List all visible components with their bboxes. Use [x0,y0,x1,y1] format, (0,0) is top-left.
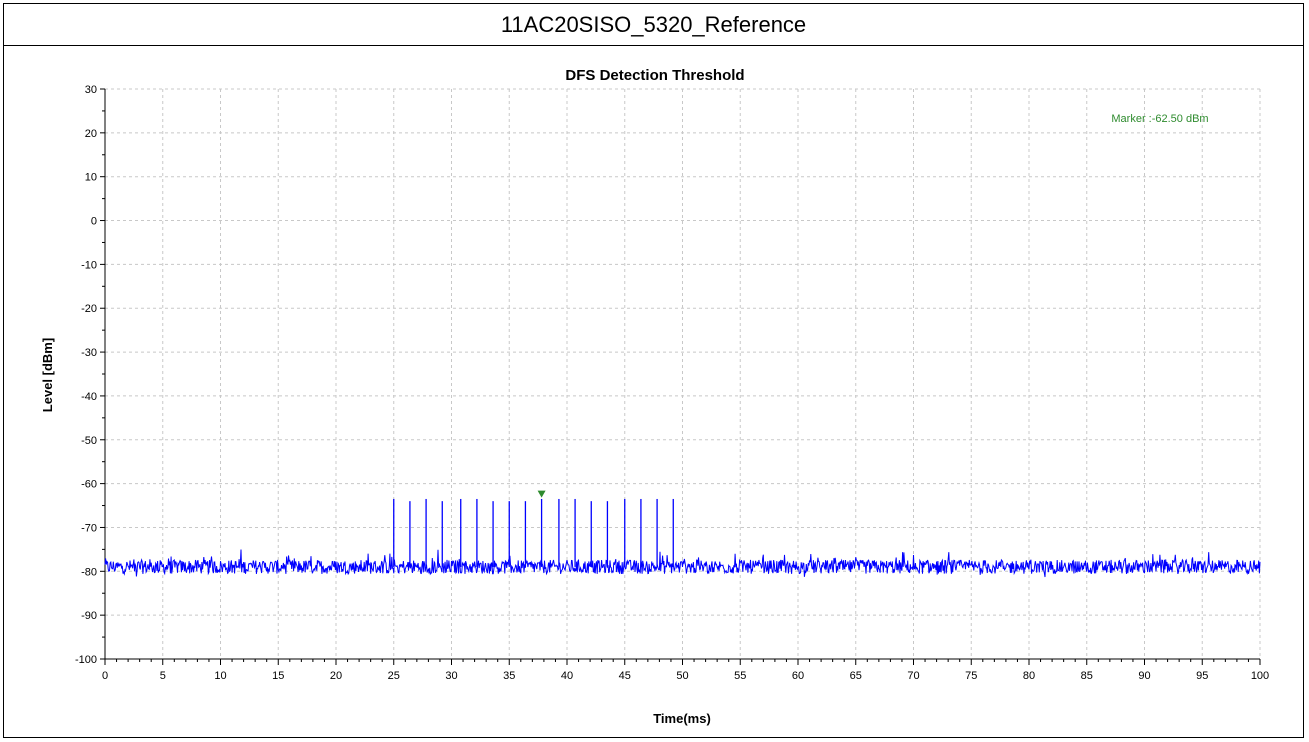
y-tick-label: 0 [91,216,97,228]
x-tick-label: 10 [214,670,226,682]
x-axis-ticks: 0 5 10 15 20 25 30 35 40 45 50 55 60 65 70 75 80 85 90 95 10… [102,659,1269,682]
y-tick-label: 30 [85,84,97,96]
y-tick-label: -60 [81,479,97,491]
y-tick-label: -10 [81,259,97,271]
x-tick-label: 0 [102,670,108,682]
y-tick-label: -70 [81,522,97,534]
y-tick-label: 10 [85,172,97,184]
x-tick-label: 15 [272,670,284,682]
x-tick-label: 70 [907,670,919,682]
page-title: 11AC20SISO_5320_Reference [4,4,1303,46]
x-tick-label: 90 [1138,670,1150,682]
marker-label: Marker :-62.50 dBm [1111,113,1208,125]
grid [105,88,1261,659]
y-tick-label: -90 [81,610,97,622]
x-tick-label: 80 [1023,670,1035,682]
x-tick-label: 30 [445,670,457,682]
y-tick-label: -50 [81,435,97,447]
x-tick-label: 35 [503,670,515,682]
x-tick-label: 20 [330,670,342,682]
pulses [393,498,674,567]
x-tick-label: 25 [388,670,400,682]
x-tick-label: 60 [792,670,804,682]
x-tick-label: 75 [965,670,977,682]
x-tick-label: 50 [676,670,688,682]
x-tick-label: 45 [619,670,631,682]
x-axis-title: Time(ms) [653,711,711,726]
x-tick-label: 85 [1081,670,1093,682]
y-tick-label: -30 [81,347,97,359]
y-tick-label: 20 [85,128,97,140]
x-tick-label: 55 [734,670,746,682]
y-tick-label: -80 [81,566,97,578]
x-tick-label: 40 [561,670,573,682]
y-tick-label: -100 [75,654,97,666]
y-tick-label: -40 [81,391,97,403]
series-line [104,549,1261,578]
x-tick-label: 95 [1196,670,1208,682]
x-tick-label: 100 [1251,670,1269,682]
y-axis-title: Level [dBm] [40,338,55,412]
x-tick-label: 5 [160,670,166,682]
x-tick-label: 65 [850,670,862,682]
y-tick-label: -20 [81,303,97,315]
marker-point [537,490,546,498]
chart-title: DFS Detection Threshold [565,67,744,84]
y-axis-ticks: 30 20 10 0 -10 -20 -30 -40 -50 -60 -70 -80 -90 -100 [75,84,105,666]
